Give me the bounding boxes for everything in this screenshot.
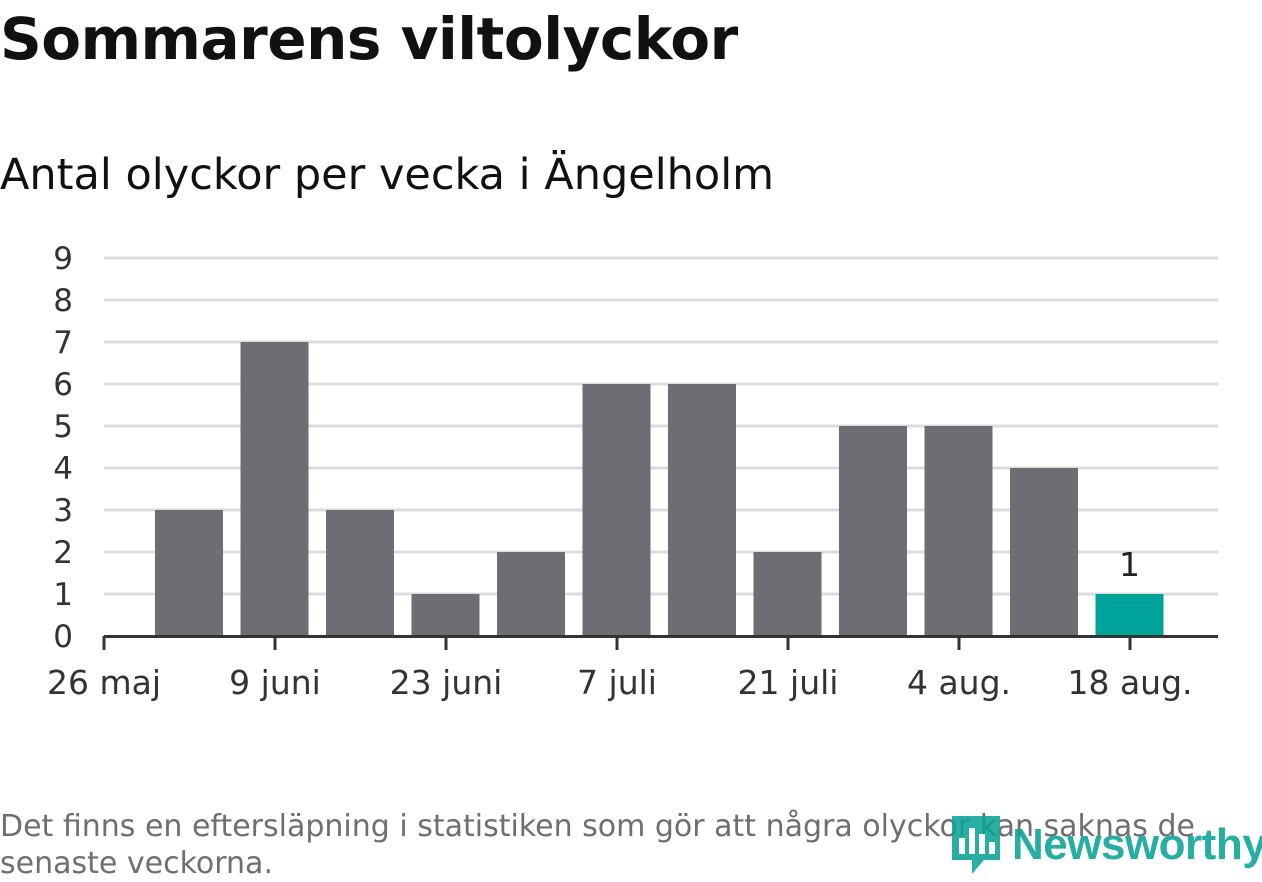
newsworthy-logo-icon: [952, 816, 1000, 874]
newsworthy-logo: Newsworthy: [950, 812, 1262, 878]
chart-title: Sommarens viltolyckor: [0, 5, 738, 73]
bar: [753, 552, 822, 636]
y-tick-label: 7: [53, 325, 73, 361]
x-tick-label: 9 juni: [229, 663, 321, 702]
x-tick-label: 18 aug.: [1067, 663, 1192, 702]
y-tick-label: 2: [53, 535, 73, 571]
y-tick-label: 8: [53, 283, 73, 319]
y-tick-label: 4: [53, 451, 73, 487]
bar: [1010, 468, 1078, 636]
x-tick-label: 7 juli: [577, 663, 657, 702]
bar-highlight: [1095, 594, 1164, 636]
x-tick-label: 23 juni: [390, 663, 503, 702]
bar: [155, 510, 223, 636]
y-tick-label: 1: [53, 577, 73, 613]
bar: [411, 594, 480, 636]
y-tick-label: 6: [53, 367, 73, 403]
data-label: 1: [1119, 545, 1140, 584]
bar: [924, 426, 993, 636]
bar: [326, 510, 394, 636]
y-tick-label: 5: [53, 409, 73, 445]
bar: [668, 384, 736, 636]
y-tick-label: 3: [53, 493, 73, 529]
y-tick-label: 0: [53, 619, 73, 655]
brand-name: Newsworthy: [1012, 820, 1262, 869]
y-tick-label: 9: [53, 241, 73, 277]
bar: [839, 426, 907, 636]
bar: [240, 342, 309, 636]
x-tick-label: 21 juli: [738, 663, 839, 702]
x-tick-label: 4 aug.: [907, 663, 1011, 702]
chart-subtitle: Antal olyckor per vecka i Ängelholm: [0, 150, 775, 200]
bar: [497, 552, 565, 636]
bar: [582, 384, 651, 636]
x-tick-label: 26 maj: [47, 663, 161, 702]
